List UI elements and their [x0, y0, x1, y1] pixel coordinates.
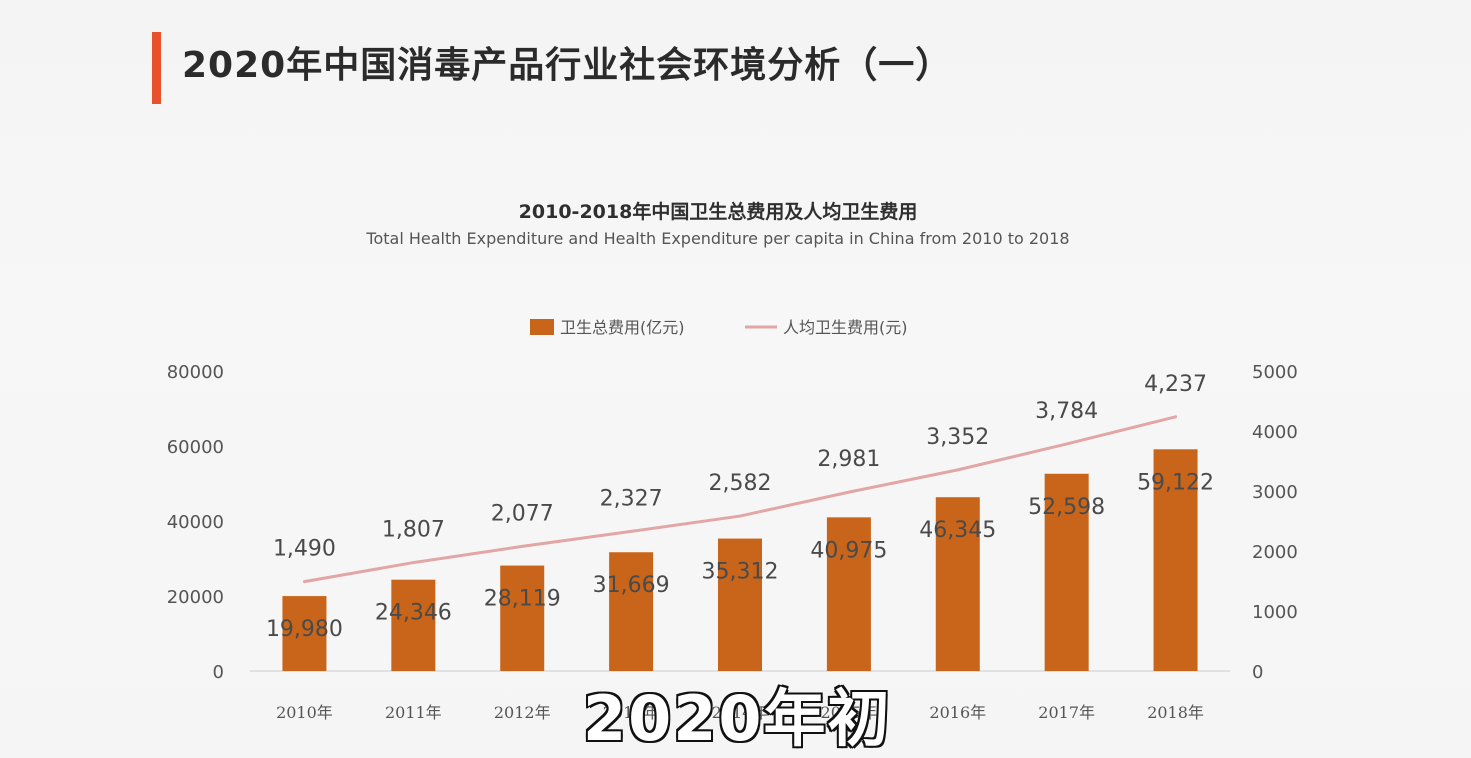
bar-value-label: 40,975	[810, 538, 887, 563]
bar	[500, 565, 545, 671]
y-axis-right: 0 1000 2000 3000 4000 5000	[1252, 362, 1298, 683]
y-axis-left: 0 20000 40000 60000 80000	[167, 362, 224, 683]
line-value-label: 3,352	[926, 425, 989, 450]
y-left-tick-label: 0	[213, 662, 224, 683]
bar-value-label: 52,598	[1028, 495, 1105, 520]
y-right-tick-label: 3000	[1252, 482, 1298, 503]
y-right-tick-label: 2000	[1252, 542, 1298, 563]
bar-value-label: 19,980	[266, 617, 343, 642]
y-left-tick-label: 20000	[167, 587, 224, 608]
chart-subtitle: Total Health Expenditure and Health Expe…	[365, 229, 1069, 248]
line-value-labels: 1,490 1,807 2,077 2,327 2,582 2,981 3,352 3,784…	[273, 372, 1207, 562]
y-right-tick-label: 4000	[1252, 422, 1298, 443]
legend-label-line: 人均卫生费用(元)	[783, 318, 908, 337]
bar-series	[282, 449, 1198, 671]
legend: 卫生总费用(亿元) 人均卫生费用(元)	[530, 318, 908, 337]
y-left-tick-label: 40000	[167, 512, 224, 533]
line-value-label: 2,077	[491, 501, 554, 526]
bar	[282, 596, 327, 671]
chart-title: 2010-2018年中国卫生总费用及人均卫生费用	[519, 200, 918, 223]
line-point	[956, 468, 960, 472]
bar-value-label: 28,119	[484, 587, 561, 612]
bar	[826, 517, 871, 671]
line-series	[302, 415, 1178, 584]
line-point	[738, 514, 742, 518]
x-axis-labels: 2010年 2011年 2012年 2013年 2014年 2015年 2016年 2017年…	[276, 703, 1204, 722]
line-value-label: 4,237	[1144, 372, 1207, 397]
bar	[1044, 473, 1089, 671]
title-accent-bar	[152, 32, 161, 104]
line-point	[629, 529, 633, 533]
line-point	[1065, 442, 1069, 446]
line-value-label: 3,784	[1035, 399, 1098, 424]
bar-value-labels: 19,980 24,346 28,119 31,669 35,312 40,975 46,3…	[266, 470, 1214, 642]
x-tick-label: 2014年	[712, 703, 769, 722]
y-right-tick-label: 5000	[1252, 362, 1298, 383]
page-title: 2020年中国消毒产品行业社会环境分析（一）	[182, 45, 953, 86]
line-point	[302, 580, 306, 584]
y-right-tick-label: 1000	[1252, 602, 1298, 623]
bar-value-label: 46,345	[919, 518, 996, 543]
x-tick-label: 2010年	[276, 703, 333, 722]
y-right-tick-label: 0	[1252, 662, 1263, 683]
x-tick-label: 2011年	[385, 703, 442, 722]
line-value-label: 2,327	[600, 486, 663, 511]
x-tick-label: 2016年	[929, 703, 986, 722]
x-tick-label: 2017年	[1038, 703, 1095, 722]
video-caption: 2020年初	[582, 681, 892, 757]
line-point	[411, 561, 415, 565]
bar	[1153, 449, 1198, 671]
y-left-tick-label: 60000	[167, 437, 224, 458]
legend-swatch-bar	[530, 319, 554, 335]
line-value-label: 1,807	[382, 518, 445, 543]
y-left-tick-label: 80000	[167, 362, 224, 383]
line-point	[520, 544, 524, 548]
bar-value-label: 35,312	[702, 560, 779, 585]
line-point	[847, 490, 851, 494]
bar	[935, 497, 980, 671]
line-value-label: 2,981	[817, 447, 880, 472]
bar	[391, 579, 436, 671]
bar	[718, 538, 762, 671]
bar-value-label: 31,669	[593, 573, 670, 598]
bar-value-label: 59,122	[1137, 470, 1214, 495]
bar	[609, 552, 654, 671]
x-tick-label: 2013年	[603, 703, 660, 722]
line-value-label: 2,582	[709, 471, 772, 496]
x-tick-label: 2012年	[494, 703, 551, 722]
line-value-label: 1,490	[273, 537, 336, 562]
x-tick-label: 2018年	[1147, 703, 1204, 722]
bar-value-label: 24,346	[375, 601, 452, 626]
line-point	[1174, 415, 1178, 419]
x-tick-label: 2015年	[821, 703, 878, 722]
legend-label-bar: 卫生总费用(亿元)	[560, 318, 685, 337]
